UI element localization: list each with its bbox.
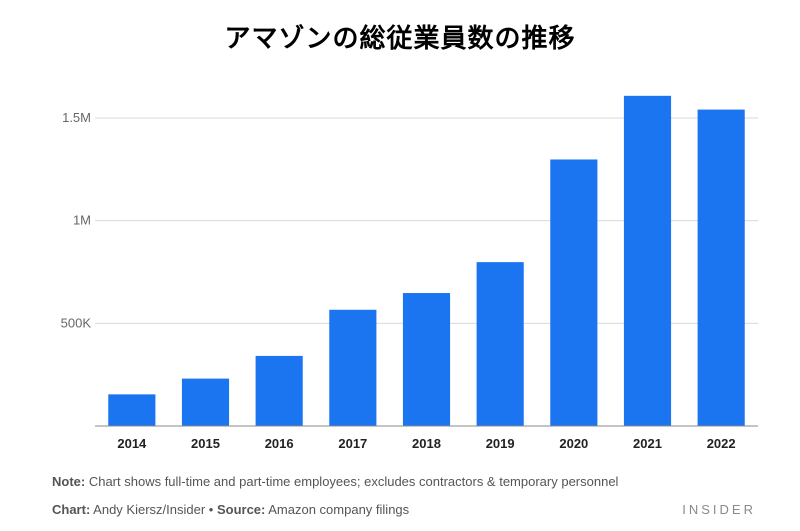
note-text: Chart shows full-time and part-time empl…: [85, 474, 619, 489]
bar: [697, 109, 745, 427]
insider-logo: INSIDER: [682, 502, 756, 517]
x-tick-label: 2015: [191, 436, 220, 451]
note-label: Note:: [52, 474, 86, 489]
chart-credit: Chart: Andy Kiersz/Insider • Source: Ama…: [52, 502, 409, 517]
bar: [255, 355, 303, 426]
bar: [402, 293, 451, 426]
credit-chart-label: Chart:: [52, 502, 91, 517]
bar: [550, 159, 598, 426]
bar: [181, 378, 230, 426]
x-tick-label: 2020: [559, 436, 588, 451]
x-tick-label: 2014: [117, 436, 147, 451]
bar: [476, 262, 524, 426]
credit-chart-text: Andy Kiersz/Insider •: [90, 502, 217, 517]
bar: [623, 95, 672, 426]
chart-title: アマゾンの総従業員数の推移: [224, 24, 576, 54]
bar: [329, 309, 377, 426]
x-tick-label: 2017: [338, 436, 367, 451]
credit-source-text: Amazon company filings: [265, 502, 410, 517]
credit-source-label: Source:: [216, 502, 266, 517]
x-tick-label: 2018: [412, 436, 441, 451]
x-tick-label: 2022: [707, 436, 736, 451]
chart-note: Note: Chart shows full-time and part-tim…: [52, 474, 618, 489]
y-tick-label: 1.5M: [62, 110, 91, 125]
bar: [108, 394, 156, 426]
y-tick-label: 1M: [73, 213, 91, 228]
y-tick-label: 500K: [61, 315, 92, 330]
x-tick-label: 2021: [633, 436, 662, 451]
x-tick-label: 2016: [265, 436, 294, 451]
x-tick-label: 2019: [486, 436, 515, 451]
bar-chart: 500K 1M 1.5M 2014 2015 2016 2017 2018 2019 2020 20…: [61, 95, 758, 451]
